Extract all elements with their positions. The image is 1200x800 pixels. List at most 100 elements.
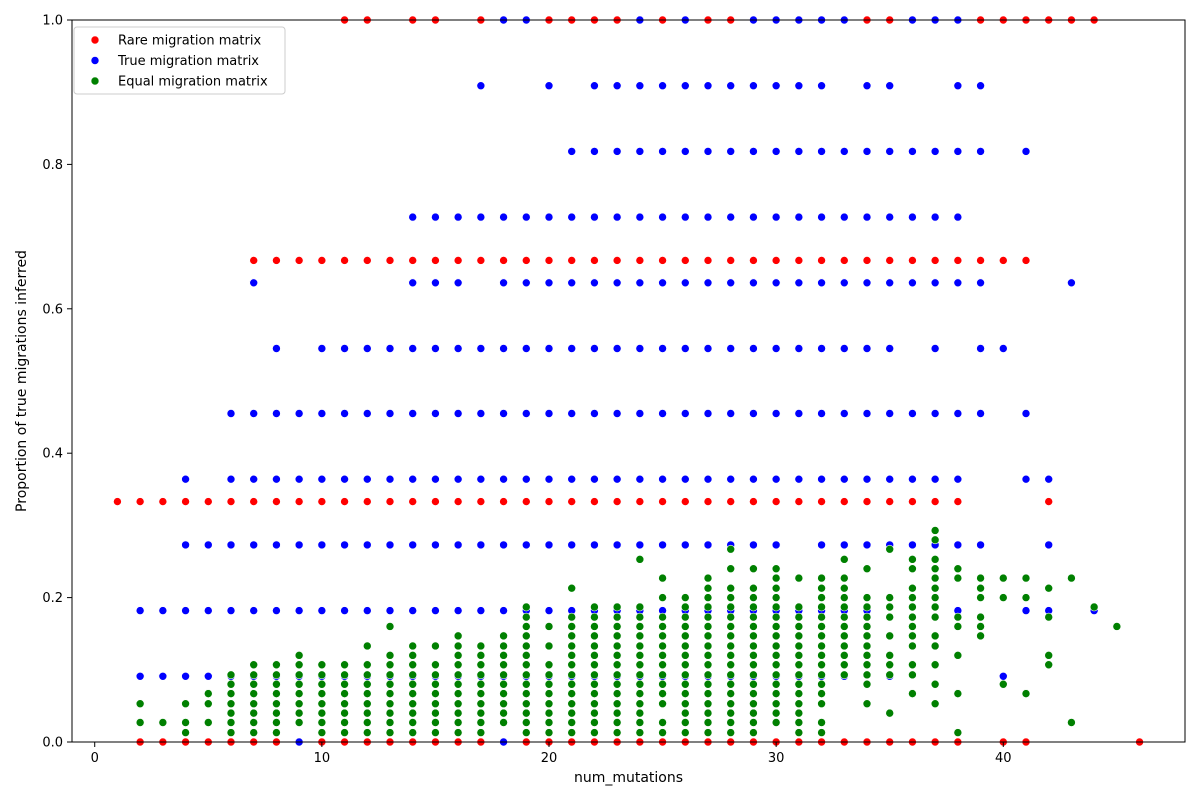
point-series-2-301 <box>771 699 781 709</box>
point-series-2-404 <box>976 612 985 622</box>
point-series-1-183 <box>703 344 713 353</box>
point-series-2-154 <box>567 651 577 660</box>
point-series-1-294 <box>976 81 985 90</box>
point-series-0-67 <box>590 497 599 506</box>
point-series-1-271 <box>908 147 917 156</box>
point-series-1-297 <box>976 344 985 353</box>
point-series-2-366 <box>885 670 895 680</box>
point-series-1-93 <box>499 344 508 353</box>
point-series-2-83 <box>408 718 418 727</box>
point-series-1-35 <box>317 409 327 418</box>
point-series-2-398 <box>953 651 963 660</box>
point-series-2-233 <box>680 718 690 727</box>
point-series-2-295 <box>771 641 781 651</box>
point-series-2-251 <box>703 728 713 737</box>
point-series-2-302 <box>771 708 781 718</box>
point-series-2-189 <box>612 718 622 727</box>
point-series-2-272 <box>749 593 758 602</box>
legend-marker-2 <box>90 76 100 86</box>
point-series-2-111 <box>476 699 486 709</box>
point-series-2-297 <box>771 660 781 670</box>
point-series-1-223 <box>794 147 804 156</box>
point-series-1-55 <box>385 540 395 550</box>
point-series-2-276 <box>749 631 758 641</box>
point-series-2-402 <box>976 583 985 593</box>
point-series-2-368 <box>908 555 917 564</box>
point-series-2-16 <box>249 660 259 670</box>
point-series-1-86 <box>476 474 486 484</box>
point-series-2-420 <box>1112 622 1122 631</box>
point-series-2-412 <box>1021 689 1031 698</box>
point-series-2-56 <box>362 641 372 651</box>
point-series-0-40 <box>431 497 440 506</box>
point-series-1-42 <box>340 474 349 484</box>
point-series-2-263 <box>726 670 736 680</box>
point-series-2-157 <box>567 679 577 689</box>
point-series-2-81 <box>408 699 418 709</box>
point-series-1-18 <box>249 474 259 484</box>
point-series-2-218 <box>658 718 667 727</box>
point-series-2-124 <box>499 718 508 727</box>
point-series-1-43 <box>340 540 349 550</box>
point-series-2-401 <box>976 573 985 583</box>
point-series-2-360 <box>885 593 895 602</box>
point-series-2-70 <box>385 689 395 698</box>
points-layer <box>113 15 1144 747</box>
point-series-1-151 <box>635 278 645 288</box>
y-tick-label-3: 0.6 <box>42 302 63 317</box>
point-series-1-279 <box>930 212 940 222</box>
point-series-2-23 <box>249 728 259 737</box>
point-series-2-241 <box>703 631 713 641</box>
point-series-2-341 <box>839 622 849 631</box>
point-series-1-127 <box>590 81 599 90</box>
point-series-1-150 <box>635 212 645 222</box>
point-series-1-92 <box>499 278 508 288</box>
point-series-2-93 <box>431 728 440 737</box>
point-series-2-278 <box>749 651 758 660</box>
point-series-2-289 <box>771 583 781 593</box>
point-series-0-71 <box>612 497 622 506</box>
point-series-2-244 <box>703 660 713 670</box>
point-series-0-86 <box>703 256 713 265</box>
point-series-2-156 <box>567 670 577 680</box>
point-series-2-123 <box>499 708 508 718</box>
point-series-2-380 <box>930 526 940 535</box>
point-series-0-119 <box>885 497 895 506</box>
point-series-2-359 <box>885 544 895 554</box>
point-series-0-70 <box>612 256 622 265</box>
point-series-1-95 <box>499 474 508 484</box>
point-series-2-383 <box>930 564 940 574</box>
point-series-1-60 <box>408 344 418 353</box>
point-series-2-397 <box>953 622 963 631</box>
point-series-2-92 <box>431 718 440 727</box>
point-series-2-112 <box>476 708 486 718</box>
point-series-0-79 <box>658 497 667 506</box>
point-series-2-87 <box>431 670 440 680</box>
point-series-2-140 <box>544 641 554 651</box>
point-series-2-385 <box>930 583 940 593</box>
point-series-2-139 <box>544 622 554 631</box>
point-series-1-115 <box>544 540 554 550</box>
point-series-2-266 <box>726 699 736 709</box>
point-series-2-235 <box>703 573 713 583</box>
point-series-1-173 <box>680 344 690 353</box>
point-series-1-119 <box>567 212 577 222</box>
point-series-1-259 <box>862 540 872 550</box>
point-series-2-137 <box>521 718 531 727</box>
point-series-2-225 <box>680 641 690 651</box>
axes-frame <box>71 19 1186 743</box>
point-series-2-211 <box>658 641 667 651</box>
point-series-2-415 <box>1044 651 1054 660</box>
point-series-2-264 <box>726 679 736 689</box>
point-series-2-72 <box>385 708 395 718</box>
point-series-2-215 <box>658 679 667 689</box>
point-series-2-207 <box>658 593 667 602</box>
point-series-0-43 <box>453 497 463 506</box>
point-series-2-307 <box>794 622 804 631</box>
point-series-2-390 <box>930 641 940 651</box>
point-series-2-188 <box>612 708 622 718</box>
point-series-2-173 <box>590 699 599 709</box>
point-series-1-246 <box>839 344 849 353</box>
point-series-0-21 <box>317 497 327 506</box>
